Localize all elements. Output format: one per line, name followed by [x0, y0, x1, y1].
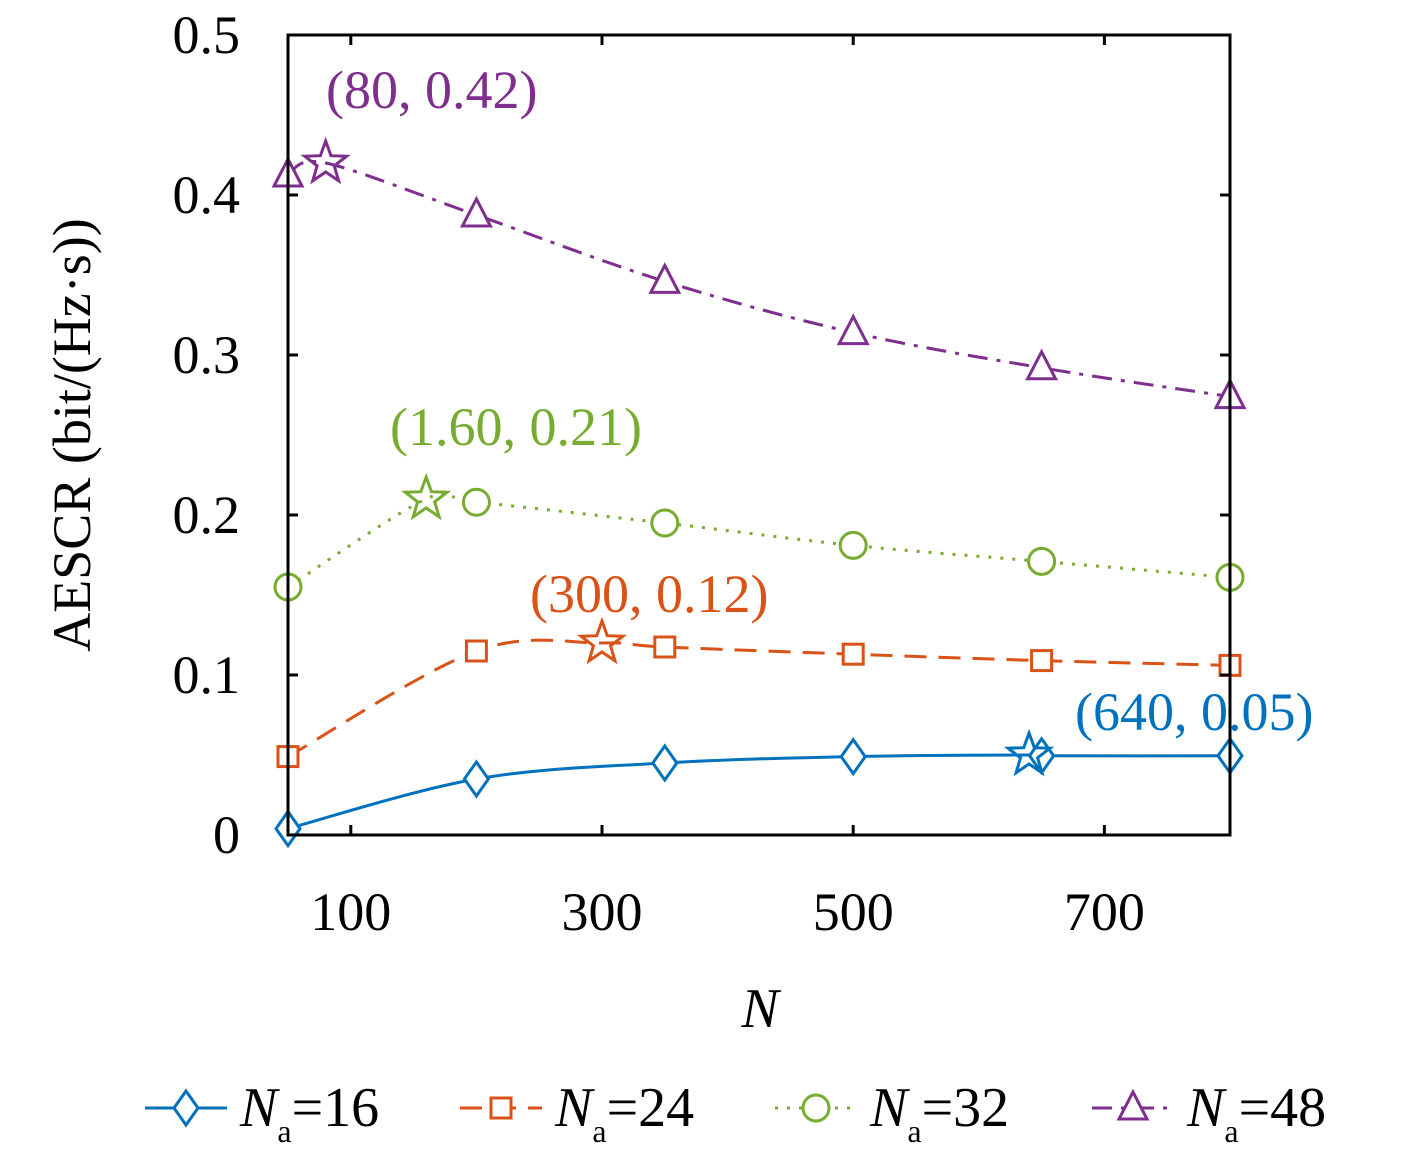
- legend-label: Na=16: [239, 1077, 379, 1149]
- series-na-48: (80, 0.42): [271, 60, 1247, 410]
- data-point: [459, 195, 493, 228]
- peak-annotation: (1.60, 0.21): [390, 397, 642, 457]
- legend-marker: [172, 1088, 200, 1128]
- data-point: [648, 262, 682, 294]
- peak-star-marker: [300, 136, 351, 185]
- legend-label-sub: a: [1224, 1113, 1238, 1149]
- legend-entry: Na=16: [145, 1077, 379, 1149]
- y-tick-label: 0.4: [173, 165, 241, 225]
- y-tick-label: 0.3: [173, 325, 241, 385]
- legend-entry: Na=24: [460, 1077, 694, 1149]
- legend-marker: [489, 1096, 513, 1120]
- y-tick-label: 0: [213, 805, 240, 865]
- plot-marks: (640, 0.05) (300, 0.12) (1.60, 0.21) (80, 0…: [271, 60, 1313, 849]
- x-tick-label: 300: [562, 882, 643, 942]
- peak-annotation: (80, 0.42): [326, 60, 537, 120]
- x-tick-label: 100: [310, 882, 391, 942]
- y-tick-label: 0.5: [173, 5, 241, 65]
- legend-entry: Na=32: [775, 1077, 1009, 1149]
- peak-annotation: (300, 0.12): [530, 564, 768, 624]
- data-point: [650, 508, 680, 538]
- peak-star-marker: [1003, 728, 1055, 777]
- data-point: [650, 743, 679, 783]
- data-point: [838, 530, 868, 560]
- peak-star-marker: [401, 472, 452, 521]
- data-point: [1025, 348, 1059, 381]
- legend-label-sub: a: [592, 1113, 606, 1149]
- legend-label-main: N: [239, 1077, 280, 1139]
- legend-marker: [801, 1093, 831, 1123]
- series-na-16: (640, 0.05): [274, 682, 1313, 849]
- series-na-32: (1.60, 0.21): [273, 397, 1245, 602]
- series-line: [287, 753, 1231, 831]
- legend-label-value: =16: [292, 1077, 380, 1139]
- legend-label-main: N: [1186, 1077, 1227, 1139]
- data-point: [464, 639, 488, 663]
- legend-marker: [1116, 1088, 1150, 1121]
- data-point: [836, 313, 870, 346]
- legend-label: Na=48: [1186, 1077, 1326, 1149]
- x-axis-label: N: [740, 978, 781, 1040]
- legend-label: Na=24: [554, 1077, 694, 1149]
- legend-label-value: =32: [922, 1077, 1010, 1139]
- plot-frame: [286, 33, 1232, 837]
- legend-label-sub: a: [277, 1113, 291, 1149]
- series-line: [287, 160, 1231, 399]
- data-point: [1027, 546, 1057, 576]
- legend-label-main: N: [869, 1077, 910, 1139]
- data-point: [461, 487, 491, 517]
- legend-label: Na=32: [869, 1077, 1009, 1149]
- peak-annotation: (640, 0.05): [1075, 682, 1313, 742]
- legend: Na=16 Na=24 Na=32 Na=48: [145, 1077, 1326, 1149]
- x-tick-label: 500: [813, 882, 894, 942]
- legend-label-value: =24: [607, 1077, 695, 1139]
- axis-ticks: 100 300 500 700 0 0.1 0.2 0.3 0.4 0.5: [173, 5, 1230, 942]
- data-point: [841, 642, 865, 666]
- peak-star-marker: [576, 616, 628, 665]
- data-point: [1030, 649, 1054, 673]
- y-tick-label: 0.2: [173, 485, 241, 545]
- legend-entry: Na=48: [1092, 1077, 1326, 1149]
- data-point: [653, 635, 677, 659]
- x-tick-label: 700: [1064, 882, 1145, 942]
- legend-label-value: =48: [1239, 1077, 1327, 1139]
- legend-label-main: N: [554, 1077, 595, 1139]
- legend-label-sub: a: [907, 1113, 921, 1149]
- y-axis-label: AESCR (bit/(Hz·s)): [42, 218, 102, 651]
- data-point: [839, 736, 868, 777]
- data-point: [462, 759, 491, 799]
- y-tick-label: 0.1: [173, 645, 241, 705]
